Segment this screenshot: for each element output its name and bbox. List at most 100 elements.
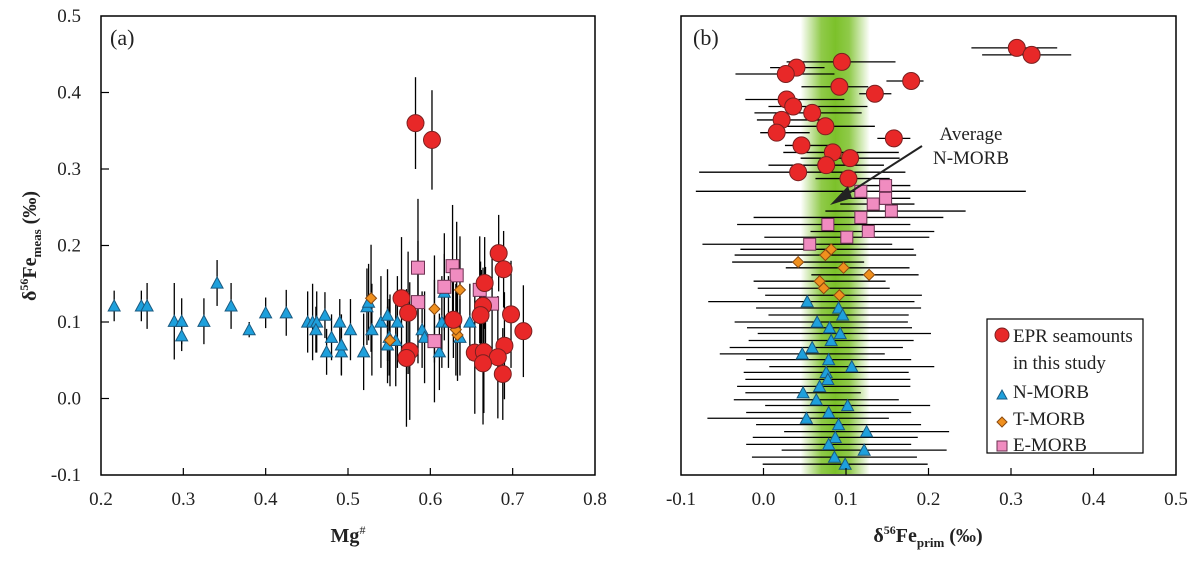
x-axis-title-sup: # [359, 523, 365, 537]
data-point-n-morb [821, 352, 836, 366]
data-point-epr-seamounts-in-this-study [475, 273, 494, 292]
x-axis-title-sup: 56 [884, 523, 896, 537]
data-point-epr-seamounts-in-this-study [865, 84, 884, 103]
y-axis-title-unit: (‰) [19, 191, 41, 229]
x-tick-label: 0.2 [917, 489, 941, 510]
y-tick-label: 0.1 [57, 312, 81, 333]
data-point-t-morb [833, 289, 846, 302]
legend-marker-square [996, 440, 1008, 452]
data-point-t-morb [791, 255, 805, 269]
legend-frame [986, 318, 1144, 454]
data-point-epr-seamounts-in-this-study [502, 305, 521, 324]
data-point-epr-seamounts-in-this-study [902, 72, 921, 91]
x-tick-label: 0.0 [752, 489, 776, 510]
annotation-average-line2: N-MORB [933, 148, 1009, 169]
data-point-n-morb [821, 372, 835, 385]
data-point-t-morb [817, 282, 830, 295]
data-point-n-morb [796, 385, 810, 399]
panel-a-error-bars [113, 77, 525, 427]
data-point-n-morb [319, 344, 334, 358]
data-point-epr-seamounts-in-this-study [832, 52, 851, 71]
data-point-epr-seamounts-in-this-study [422, 130, 441, 149]
data-point-epr-seamounts-in-this-study [776, 65, 795, 84]
data-point-n-morb [805, 340, 820, 354]
data-point-n-morb [821, 437, 836, 450]
panel-a: 0.2 0.3 0.4 0.5 0.6 0.7 0.8 -0.1 0.0 0.1 0.2 0.3 0.4… [17, 6, 607, 547]
panel-a-x-axis-title: Mg# [331, 523, 366, 547]
y-tick-label: -0.1 [51, 465, 81, 486]
data-point-epr-seamounts-in-this-study [803, 103, 822, 122]
data-point-n-morb [334, 344, 349, 358]
data-point-n-morb [210, 275, 224, 289]
data-point-e-morb [437, 279, 452, 294]
x-tick-label: 0.5 [1164, 489, 1188, 510]
data-point-epr-seamounts-in-this-study [493, 365, 512, 384]
data-point-n-morb [390, 314, 405, 328]
legend-label-epr-line1: EPR seamounts [1013, 326, 1133, 347]
data-point-n-morb [242, 322, 257, 336]
y-tick-label: 0.2 [57, 236, 81, 257]
y-axis-title-sup: 56 [17, 279, 31, 291]
data-point-n-morb [812, 379, 827, 392]
y-tick-label: 0.5 [57, 6, 81, 27]
x-tick-label: 0.6 [418, 489, 442, 510]
data-point-n-morb [324, 330, 339, 343]
x-tick-label: 0.7 [501, 489, 525, 510]
x-axis-title-delta: δ [873, 525, 883, 547]
data-point-n-morb [827, 450, 842, 463]
data-point-e-morb [840, 230, 854, 244]
x-tick-label: -0.1 [666, 489, 696, 510]
panel-a-frame [100, 15, 596, 476]
data-point-e-morb [449, 268, 464, 283]
panel-b-label: (b) [693, 25, 719, 50]
legend-label-e-morb: E-MORB [1013, 435, 1087, 456]
data-point-epr-seamounts-in-this-study [1022, 45, 1041, 64]
x-tick-label: 0.3 [171, 489, 195, 510]
panel-a-label: (a) [110, 25, 134, 50]
data-point-epr-seamounts-in-this-study [397, 348, 416, 367]
data-point-n-morb [224, 298, 238, 312]
y-tick-label: 0.3 [57, 159, 81, 180]
data-point-n-morb [800, 294, 815, 308]
data-point-epr-seamounts-in-this-study [471, 306, 490, 325]
data-point-epr-seamounts-in-this-study [792, 136, 811, 155]
data-point-n-morb [197, 314, 211, 327]
data-point-e-morb [884, 204, 898, 218]
y-tick-label: 0.4 [57, 83, 81, 104]
data-point-n-morb [822, 320, 837, 334]
y-axis-title-delta: δ [19, 291, 41, 301]
data-point-n-morb [279, 305, 294, 319]
data-point-n-morb [356, 344, 371, 358]
data-point-n-morb [859, 424, 874, 438]
data-point-n-morb [365, 322, 379, 336]
data-point-n-morb [824, 333, 838, 347]
data-point-e-morb [427, 334, 442, 349]
data-point-n-morb [374, 314, 388, 328]
data-point-n-morb [309, 322, 323, 336]
data-point-n-morb [174, 314, 189, 327]
y-axis-title-sub: meas [29, 229, 44, 257]
legend-marker-diamond [996, 416, 1008, 428]
data-point-n-morb [107, 298, 122, 312]
legend: EPR seamounts in this study N-MORB T-MOR… [986, 318, 1144, 456]
data-point-e-morb [866, 197, 880, 211]
data-point-e-morb [821, 217, 835, 231]
data-point-epr-seamounts-in-this-study [444, 310, 463, 329]
data-point-epr-seamounts-in-this-study [1007, 38, 1026, 57]
data-point-n-morb [821, 405, 836, 419]
panel-b-markers [767, 38, 1041, 470]
data-point-epr-seamounts-in-this-study [784, 97, 803, 116]
x-tick-label: 0.2 [89, 489, 113, 510]
data-point-epr-seamounts-in-this-study [884, 129, 903, 148]
data-point-epr-seamounts-in-this-study [514, 322, 533, 341]
data-point-e-morb [861, 224, 875, 238]
data-point-t-morb [819, 248, 832, 262]
panel-b: -0.1 0.0 0.1 0.2 0.3 0.4 0.5 (b) Average N-MOR… [666, 15, 1188, 550]
data-point-n-morb [463, 314, 477, 328]
x-tick-label: 0.5 [336, 489, 360, 510]
data-point-t-morb [862, 268, 876, 282]
x-axis-title-unit: (‰) [944, 525, 982, 547]
data-point-e-morb [410, 295, 425, 310]
legend-label-n-morb: N-MORB [1013, 382, 1089, 403]
